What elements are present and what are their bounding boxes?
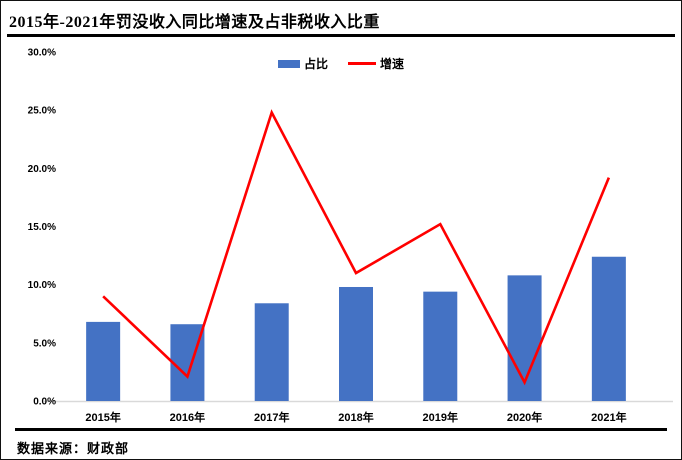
- legend-label-line-series: 增速: [380, 57, 405, 71]
- x-axis-label: 2017年: [254, 410, 289, 424]
- y-tick-label: 10.0%: [28, 280, 56, 291]
- y-tick-label: 30.0%: [28, 48, 56, 59]
- title-divider: [7, 34, 675, 37]
- legend-item-bar-series: 占比: [277, 55, 328, 72]
- y-tick-label: 5.0%: [33, 338, 56, 349]
- x-axis-label: 2018年: [338, 410, 373, 424]
- chart-title: 2015年-2021年罚没收入同比增速及占非税收入比重: [9, 14, 380, 31]
- y-tick-label: 15.0%: [28, 222, 56, 233]
- legend-item-line-series: 增速: [348, 55, 404, 72]
- y-tick-label: 20.0%: [28, 164, 56, 175]
- x-axis-label: 2015年: [85, 410, 120, 424]
- bar-2017年: [254, 303, 289, 401]
- y-tick-label: 0.0%: [33, 397, 56, 408]
- data-source: 数据来源：财政部: [17, 441, 130, 456]
- chart-legend: 占比 增速: [1, 55, 681, 72]
- line-series-swatch-icon: [348, 62, 376, 65]
- bar-2021年: [591, 256, 626, 401]
- bar-series-swatch-icon: [277, 59, 300, 68]
- y-tick-label: 25.0%: [28, 106, 56, 117]
- bar-2015年: [86, 321, 121, 401]
- x-axis-label: 2021年: [591, 410, 626, 424]
- x-axis-label: 2020年: [507, 410, 542, 424]
- growth-line: [102, 109, 611, 386]
- bottom-divider: [15, 428, 667, 431]
- legend-label-bar-series: 占比: [303, 57, 328, 71]
- bar-2018年: [339, 286, 373, 401]
- bar-2019年: [423, 291, 458, 401]
- x-axis-label: 2016年: [170, 410, 205, 424]
- x-axis-label: 2019年: [423, 410, 458, 424]
